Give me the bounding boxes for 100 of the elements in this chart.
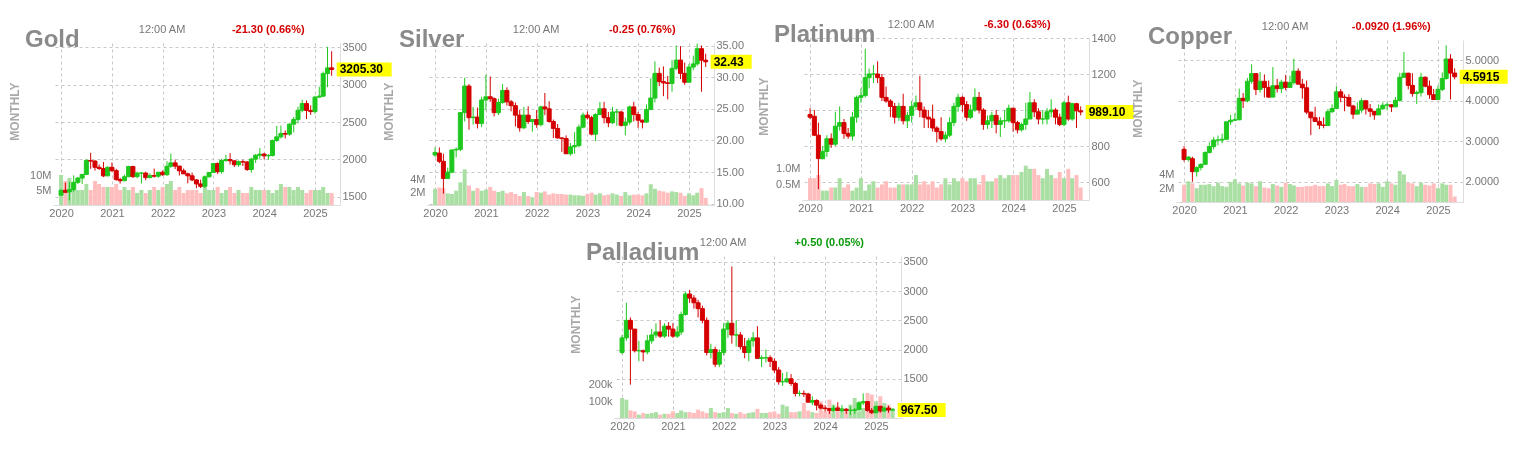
bar: [1414, 186, 1419, 202]
bar: [780, 404, 785, 418]
bar: [1300, 186, 1305, 202]
bar: [1253, 186, 1258, 202]
x-tick-label: 2024: [1001, 201, 1026, 214]
bar: [695, 192, 700, 205]
bar: [211, 190, 216, 205]
x-tick-label: 2023: [201, 206, 227, 219]
bar: [913, 175, 918, 200]
x-tick-label: 2021: [661, 419, 686, 432]
bar: [645, 413, 650, 418]
bar: [585, 193, 590, 205]
annotation: 967.50: [900, 402, 938, 417]
candlestick: [1261, 73, 1267, 99]
bar: [139, 190, 144, 205]
candlestick: [1447, 53, 1453, 101]
bar: [879, 184, 884, 200]
x-tick-label: 2022: [1273, 203, 1299, 216]
y-tick-label: 2500: [903, 313, 928, 326]
bar: [614, 194, 619, 205]
bar: [623, 192, 628, 205]
bar: [620, 397, 625, 418]
bar: [240, 193, 245, 205]
candlestick: [993, 109, 999, 134]
y2-axis-title: MONTHLY: [7, 82, 22, 141]
bar: [253, 190, 258, 205]
bar: [939, 184, 944, 200]
bar: [308, 190, 313, 205]
candlestick: [1236, 88, 1242, 121]
text: -0.25 (0.76%): [608, 23, 676, 35]
bar: [951, 178, 956, 200]
x-tick-label: 2022: [711, 419, 737, 432]
x-tick-label: 2020: [1172, 203, 1197, 216]
x-tick-label: 2024: [626, 206, 651, 219]
bar: [114, 184, 119, 205]
bar: [858, 178, 863, 200]
bar: [1061, 178, 1066, 200]
text: 12:00 AM: [887, 18, 935, 30]
bar: [763, 412, 768, 418]
bar: [1283, 182, 1288, 202]
bar: [686, 193, 691, 205]
bar: [1198, 184, 1203, 202]
candlestick: [909, 100, 915, 124]
candlestick: [1257, 71, 1263, 94]
text: -21.30 (0.66%): [231, 23, 305, 35]
bar: [751, 412, 756, 418]
bar: [985, 181, 990, 200]
y2-axis-title: MONTHLY: [1130, 79, 1145, 138]
bar: [1351, 186, 1356, 202]
bar: [542, 191, 547, 205]
candlestick: [512, 101, 518, 128]
x-tick-label: 2025: [1052, 201, 1077, 214]
bar: [1211, 186, 1216, 202]
bar: [1355, 184, 1360, 202]
bar: [632, 411, 637, 418]
text: 12:00 AM: [138, 23, 186, 35]
bar: [636, 414, 641, 418]
bar: [1385, 181, 1390, 202]
bar: [471, 190, 476, 205]
bar: [433, 188, 438, 205]
bar: [504, 193, 509, 205]
bar: [759, 412, 764, 418]
x-tick-label: 2022: [524, 206, 550, 219]
bar: [652, 188, 657, 205]
bar: [704, 412, 709, 418]
y-tick-label: 1500: [342, 190, 367, 203]
bar: [521, 192, 526, 205]
bar: [1027, 168, 1032, 200]
text: -6.30 (0.63%): [983, 18, 1051, 30]
bar: [926, 184, 931, 200]
bar: [1321, 186, 1326, 202]
bar: [734, 413, 739, 418]
bar: [670, 191, 675, 205]
bar: [75, 190, 80, 205]
bar: [160, 187, 165, 205]
bar: [1207, 184, 1212, 202]
bar: [679, 410, 684, 418]
bar: [1066, 168, 1071, 200]
y-tick-label: 3.0000: [1465, 134, 1500, 147]
bar: [665, 192, 670, 205]
bar: [755, 408, 760, 418]
bar: [215, 187, 220, 205]
bar: [837, 178, 842, 200]
bar: [1270, 184, 1275, 202]
bar: [551, 193, 556, 205]
bar: [717, 412, 722, 418]
bar: [1291, 185, 1296, 202]
y-tick-label: 5.0000: [1465, 53, 1500, 66]
y2-axis-title: MONTHLY: [381, 82, 396, 141]
bar: [589, 192, 594, 205]
chart-title: Silver: [399, 25, 465, 52]
bar: [576, 195, 581, 205]
annotation: 4.5915: [1462, 69, 1500, 84]
bar: [147, 190, 152, 205]
bar: [249, 187, 254, 205]
bar: [1057, 171, 1062, 200]
bar: [568, 194, 573, 205]
bar: [653, 412, 658, 418]
bar: [784, 406, 789, 418]
bar: [641, 412, 646, 418]
